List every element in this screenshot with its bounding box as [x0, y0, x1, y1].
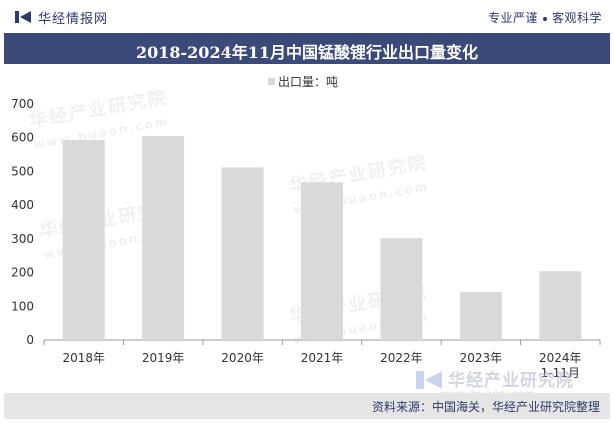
brand-logo-icon	[15, 11, 31, 23]
corner-watermark: 华经产业研究院	[414, 366, 574, 391]
x-tick-label: 2018年	[62, 351, 105, 365]
y-tick-label: 600	[11, 131, 34, 145]
y-tick-label: 500	[11, 164, 34, 178]
footer: 资料来源：中国海关，华经产业研究院整理	[4, 393, 610, 419]
slogan-dot-icon	[542, 16, 547, 21]
x-tick-label: 2023年	[460, 351, 503, 365]
chart-title: 2018-2024年11月中国锰酸锂行业出口量变化	[136, 43, 478, 62]
slogan: 专业严谨 客观科学	[488, 9, 602, 26]
x-tick-label: 2022年	[380, 351, 423, 365]
x-tick-label: 2019年	[142, 351, 185, 365]
legend-swatch	[268, 78, 275, 85]
y-tick-label: 100	[11, 299, 34, 313]
x-tick-label: 2024年 1-11月	[539, 351, 582, 380]
bar	[459, 292, 502, 340]
brand: 华经情报网	[14, 8, 109, 27]
header-bar: 华经情报网 专业严谨 客观科学	[0, 0, 614, 33]
bar	[221, 167, 264, 340]
slogan-left: 专业严谨	[487, 11, 538, 25]
bar	[62, 140, 105, 340]
bar-chart: 出口量：吨 0 100 200 300 400 500 600 700 2018年 2019年 202…	[11, 75, 601, 380]
x-tick-label: 2021年	[301, 351, 344, 365]
bar	[539, 271, 582, 340]
chart-area: 出口量：吨 0 100 200 300 400 500 600 700 2018年 2019年 202…	[0, 64, 614, 394]
x-tick-label: 2020年	[221, 351, 264, 365]
y-tick-label: 0	[26, 333, 34, 347]
slogan-right: 客观科学	[551, 11, 602, 25]
title-bar: 2018-2024年11月中国锰酸锂行业出口量变化	[4, 33, 610, 64]
y-tick-label: 300	[11, 232, 34, 246]
source-note: 资料来源：中国海关，华经产业研究院整理	[371, 400, 600, 414]
bar	[380, 238, 423, 340]
corner-watermark-text: 华经产业研究院	[448, 371, 574, 391]
bar	[301, 182, 343, 340]
brand-name: 华经情报网	[38, 11, 109, 27]
y-tick-label: 700	[11, 97, 34, 111]
y-tick-label: 200	[11, 266, 34, 280]
corner-logo-icon	[416, 370, 442, 389]
y-tick-label: 400	[11, 198, 34, 212]
legend-label: 出口量：吨	[278, 75, 338, 89]
bar	[142, 136, 185, 340]
